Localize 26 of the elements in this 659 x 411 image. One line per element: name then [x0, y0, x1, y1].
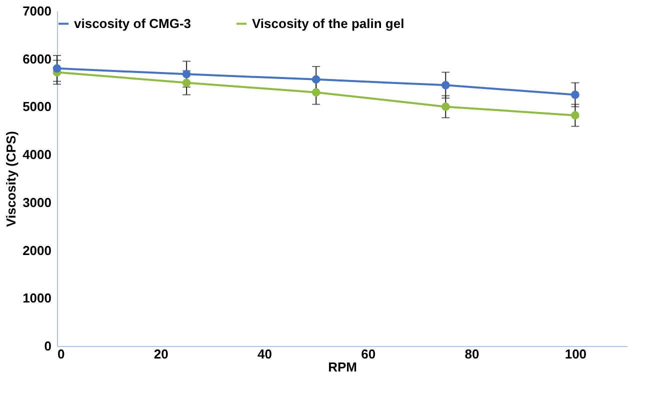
legend-label: Viscosity of the palin gel [252, 16, 404, 31]
y-tick-label: 5000 [22, 99, 52, 114]
y-tick-label: 4000 [22, 147, 52, 162]
point [571, 111, 580, 120]
y-tick-label: 7000 [22, 4, 52, 18]
point [52, 64, 62, 73]
x-tick-label: 100 [564, 346, 587, 362]
y-tick-label: 1000 [22, 290, 52, 306]
x-tick-label: 20 [154, 346, 168, 362]
point [441, 81, 450, 90]
x-axis-title: RPM [328, 360, 357, 374]
point [312, 75, 320, 84]
x-tick-label: 0 [58, 346, 65, 362]
x-tick-label: 40 [258, 346, 272, 362]
x-tick-label: 80 [464, 346, 480, 362]
point [571, 90, 580, 99]
y-tick-label: 2000 [22, 242, 52, 258]
y-axis-title: Viscosity (CPS) [4, 131, 19, 227]
y-tick-label: 6000 [22, 51, 52, 66]
point [182, 78, 191, 87]
text: viscosity of CMG-3 [74, 16, 192, 31]
y-tick-label: 3000 [22, 194, 52, 210]
x-tick-label: 60 [361, 346, 376, 362]
point [441, 102, 450, 111]
point [312, 88, 320, 97]
point [182, 70, 191, 78]
